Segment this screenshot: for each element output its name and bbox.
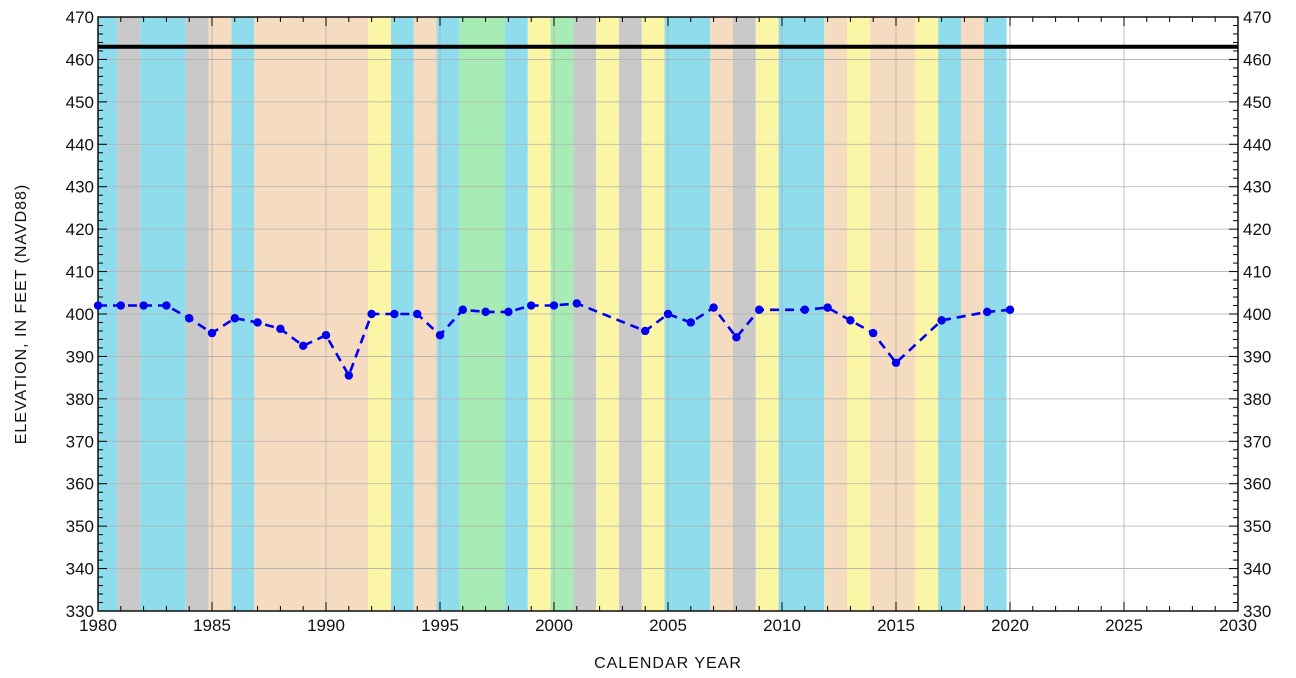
- data-point-1994: [413, 309, 422, 319]
- data-point-2013: [846, 316, 855, 325]
- y-tick-label-left-350: 350: [66, 517, 94, 536]
- data-point-1996: [458, 305, 467, 314]
- y-tick-label-left-440: 440: [66, 135, 94, 154]
- data-point-1986: [230, 314, 239, 323]
- y-tick-label-right-370: 370: [1243, 432, 1271, 451]
- y-tick-label-right-410: 410: [1243, 263, 1271, 282]
- data-point-1989: [299, 341, 308, 351]
- data-point-1997: [481, 307, 490, 317]
- data-point-2017: [937, 316, 946, 325]
- x-tick-label-1985: 1985: [193, 616, 231, 635]
- data-point-2007: [709, 303, 718, 312]
- x-tick-label-2010: 2010: [763, 616, 801, 635]
- y-tick-label-right-340: 340: [1243, 560, 1271, 579]
- y-tick-label-right-350: 350: [1243, 517, 1271, 536]
- data-point-2006: [686, 318, 695, 327]
- data-point-2015: [891, 358, 901, 367]
- data-point-2005: [663, 309, 673, 319]
- y-tick-label-right-390: 390: [1243, 347, 1271, 366]
- y-axis-title: ELEVATION, IN FEET (NAVD88): [13, 184, 30, 445]
- data-point-1981: [116, 301, 126, 310]
- y-tick-labels-left: 330 340 350 360 370 380 390 400 410 420 430 440 450 4…: [66, 8, 94, 621]
- x-tick-label-2025: 2025: [1105, 616, 1143, 635]
- y-tick-label-left-470: 470: [66, 8, 94, 27]
- y-tick-label-right-360: 360: [1243, 475, 1271, 494]
- data-point-1998: [504, 307, 513, 317]
- data-point-1985: [207, 328, 217, 338]
- data-point-1982: [139, 301, 148, 310]
- x-tick-label-1980: 1980: [79, 616, 117, 635]
- x-tick-label-2005: 2005: [649, 616, 687, 635]
- data-point-1983: [162, 301, 171, 310]
- y-tick-label-right-330: 330: [1243, 602, 1271, 621]
- data-point-1980: [93, 301, 103, 310]
- x-tick-label-1995: 1995: [421, 616, 459, 635]
- data-point-2011: [800, 305, 809, 314]
- x-tick-label-2030: 2030: [1219, 616, 1257, 635]
- y-tick-label-left-430: 430: [66, 178, 94, 197]
- y-tick-label-right-420: 420: [1243, 220, 1271, 239]
- data-point-2001: [572, 299, 581, 308]
- data-point-1988: [276, 324, 285, 334]
- y-tick-label-right-380: 380: [1243, 390, 1271, 409]
- y-tick-label-left-340: 340: [66, 560, 94, 579]
- data-point-2019: [983, 307, 992, 317]
- data-point-1993: [390, 309, 399, 319]
- y-tick-label-left-450: 450: [66, 93, 94, 112]
- y-tick-label-left-380: 380: [66, 390, 94, 409]
- y-tick-label-left-390: 390: [66, 347, 94, 366]
- y-tick-label-right-440: 440: [1243, 135, 1271, 154]
- data-point-2020: [1005, 305, 1015, 314]
- y-tick-labels-right: 330 340 350 360 370 380 390 400 410 420 430 440 450 4…: [1243, 8, 1271, 621]
- series-line-0: [98, 302, 1011, 379]
- y-tick-label-right-470: 470: [1243, 8, 1271, 27]
- data-point-1995: [435, 331, 445, 340]
- data-point-1992: [367, 309, 376, 319]
- x-tick-label-2000: 2000: [535, 616, 573, 635]
- data-point-2014: [869, 328, 878, 338]
- x-axis-title: CALENDAR YEAR: [594, 655, 742, 672]
- data-point-2012: [823, 303, 832, 312]
- y-tick-label-right-450: 450: [1243, 93, 1271, 112]
- y-tick-label-left-330: 330: [66, 602, 94, 621]
- x-tick-label-2015: 2015: [877, 616, 915, 635]
- data-point-1999: [527, 301, 536, 310]
- data-point-2004: [641, 326, 650, 336]
- axis-ticks: [97, 16, 1239, 612]
- series-group: [93, 299, 1015, 380]
- x-tick-labels: 1980 1985 1990 1995 2000 2005 2010 2015 2020 2025…: [79, 616, 1257, 635]
- y-tick-label-left-460: 460: [66, 50, 94, 69]
- y-tick-label-right-430: 430: [1243, 178, 1271, 197]
- y-tick-label-right-460: 460: [1243, 50, 1271, 69]
- y-tick-label-left-360: 360: [66, 475, 94, 494]
- data-point-1984: [185, 314, 194, 323]
- data-point-2008: [732, 333, 741, 342]
- x-tick-label-1990: 1990: [307, 616, 345, 635]
- y-tick-label-left-370: 370: [66, 432, 94, 451]
- data-point-1991: [344, 371, 353, 380]
- data-point-2009: [755, 305, 764, 314]
- data-point-2000: [549, 301, 559, 310]
- data-point-1990: [321, 331, 331, 340]
- y-tick-label-left-400: 400: [66, 305, 94, 324]
- y-tick-label-left-410: 410: [66, 263, 94, 282]
- data-point-1987: [253, 318, 262, 327]
- y-tick-label-right-400: 400: [1243, 305, 1271, 324]
- x-tick-label-2020: 2020: [991, 616, 1029, 635]
- y-tick-label-left-420: 420: [66, 220, 94, 239]
